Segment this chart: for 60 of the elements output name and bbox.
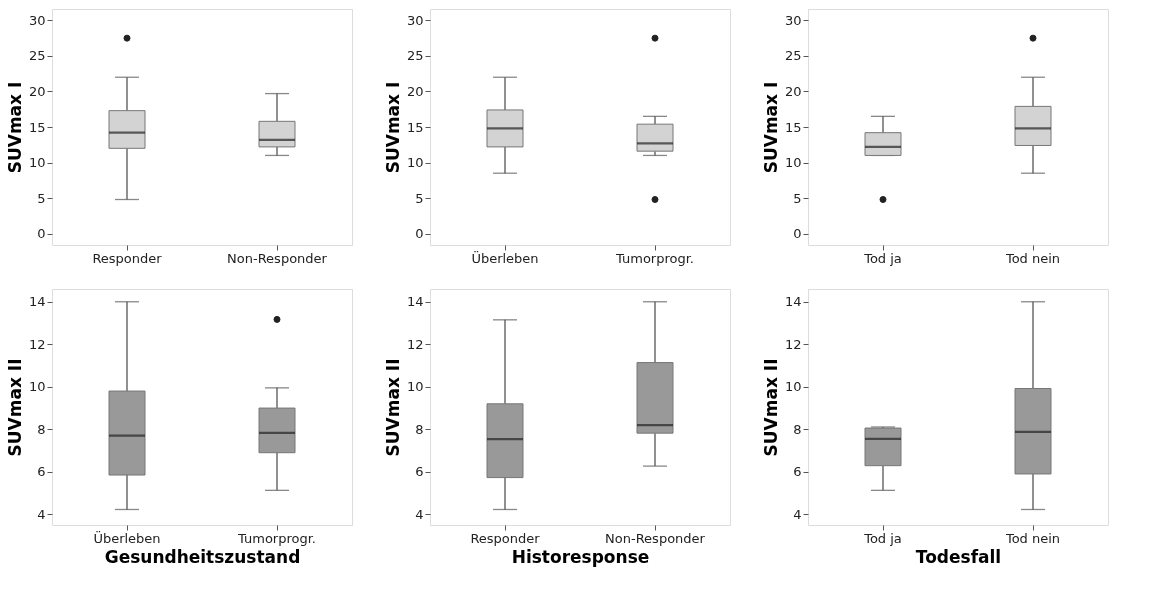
x-tick-label: Responder (470, 530, 541, 546)
y-tick-label: 5 (37, 190, 46, 206)
y-tick-label: 6 (793, 464, 802, 480)
y-tick-label: 30 (784, 12, 802, 28)
y-tick-label: 6 (37, 464, 46, 480)
x-tick-label: Tod ja (863, 250, 902, 266)
y-axis-title: SUVmax I (382, 81, 403, 174)
x-axis-title: Historesponse (511, 546, 650, 567)
y-tick-label: 25 (406, 48, 424, 64)
y-axis-title: SUVmax II (760, 358, 781, 457)
x-tick-label: Non-Responder (605, 530, 706, 546)
x-tick-label: Tod nein (1004, 250, 1061, 266)
y-tick-label: 4 (415, 506, 424, 522)
y-tick-label: 4 (37, 506, 46, 522)
y-tick-label: 10 (784, 155, 802, 171)
y-tick-label: 14 (784, 294, 802, 310)
y-tick-label: 6 (415, 464, 424, 480)
y-axis-title: SUVmax I (760, 81, 781, 174)
x-tick-label: Tod nein (1004, 530, 1061, 546)
x-tick-label: Non-Responder (227, 250, 328, 266)
y-tick-label: 4 (793, 506, 802, 522)
y-tick-label: 14 (406, 294, 424, 310)
y-tick-label: 5 (415, 190, 424, 206)
y-tick-label: 12 (406, 336, 424, 352)
y-tick-label: 10 (784, 379, 802, 395)
y-tick-label: 5 (793, 190, 802, 206)
x-tick-label: Tod ja (863, 530, 902, 546)
y-tick-label: 20 (406, 83, 424, 99)
y-tick-label: 15 (28, 119, 46, 135)
y-tick-label: 10 (406, 155, 424, 171)
y-tick-label: 14 (28, 294, 46, 310)
y-tick-label: 12 (784, 336, 802, 352)
y-tick-label: 20 (28, 83, 46, 99)
x-tick-label: Responder (92, 250, 163, 266)
x-tick-label: Tumorprogr. (237, 530, 316, 546)
x-tick-label: Tumorprogr. (615, 250, 694, 266)
y-tick-label: 8 (415, 421, 424, 437)
y-tick-label: 0 (415, 226, 424, 242)
x-tick-label: Überleben (471, 249, 539, 266)
y-tick-label: 15 (406, 119, 424, 135)
y-tick-label: 0 (37, 226, 46, 242)
x-axis-title: Gesundheitszustand (104, 546, 301, 567)
y-tick-label: 10 (28, 155, 46, 171)
y-tick-label: 10 (28, 379, 46, 395)
y-axis-title: SUVmax I (4, 81, 25, 174)
y-axis-title: SUVmax II (382, 358, 403, 457)
y-tick-label: 15 (784, 119, 802, 135)
x-axis-title: Todesfall (915, 546, 1002, 567)
x-tick-label: Überleben (93, 529, 161, 546)
y-tick-label: 30 (28, 12, 46, 28)
y-tick-label: 20 (784, 83, 802, 99)
y-tick-label: 8 (793, 421, 802, 437)
y-tick-label: 0 (793, 226, 802, 242)
y-tick-label: 25 (28, 48, 46, 64)
y-tick-label: 12 (28, 336, 46, 352)
y-tick-label: 30 (406, 12, 424, 28)
y-tick-label: 8 (37, 421, 46, 437)
y-tick-label: 10 (406, 379, 424, 395)
y-tick-label: 25 (784, 48, 802, 64)
y-axis-title: SUVmax II (4, 358, 25, 457)
